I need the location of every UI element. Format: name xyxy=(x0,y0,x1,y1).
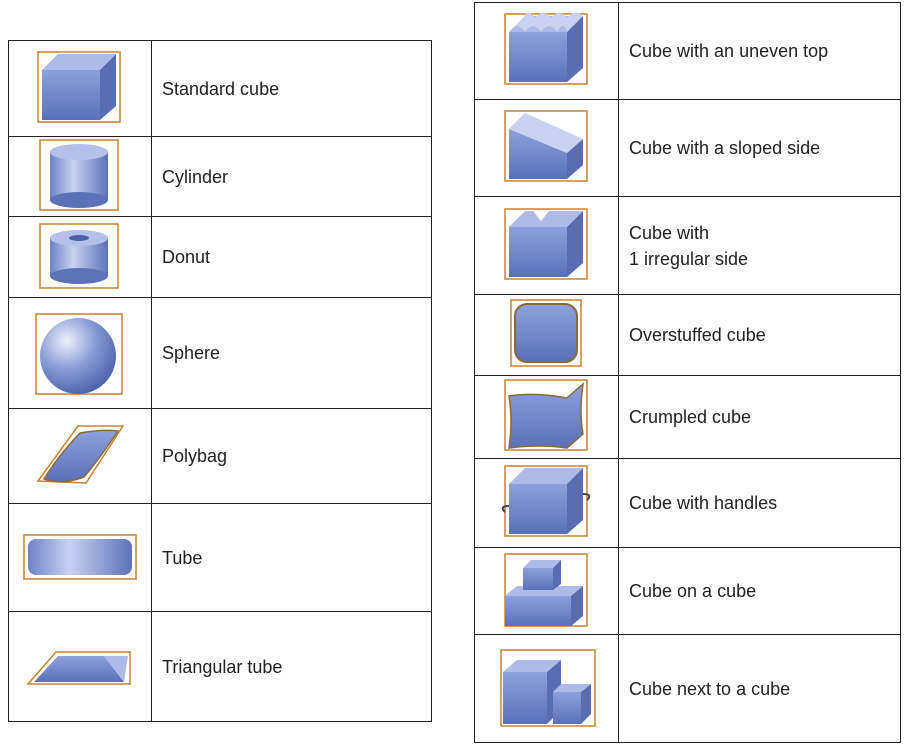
icon-cell xyxy=(8,216,152,298)
label-line: Cube with xyxy=(629,222,710,243)
row-label: Cube with 1 irregular side xyxy=(629,220,748,272)
label-cell: Standard cube xyxy=(151,40,432,137)
icon-cell xyxy=(474,547,619,635)
shape-icon xyxy=(39,138,119,211)
row-label: Cube with a sloped side xyxy=(629,138,821,158)
row-label: Overstuffed cube xyxy=(629,325,766,345)
row-label: Cube with handles xyxy=(629,493,778,513)
shape-icon xyxy=(39,223,119,289)
icon-cell xyxy=(474,99,619,197)
row-label: Cube with an uneven top xyxy=(629,41,829,61)
label-cell: Crumpled cube xyxy=(618,375,901,459)
shape-icon xyxy=(23,533,137,580)
label-cell: Cube next to a cube xyxy=(618,634,901,743)
shape-icon xyxy=(26,650,131,685)
shape-icon xyxy=(35,313,123,395)
row-label: Donut xyxy=(162,247,211,267)
icon-cell xyxy=(474,2,619,100)
label-cell: Polybag xyxy=(151,408,432,504)
icon-cell xyxy=(474,294,619,376)
icon-cell xyxy=(474,375,619,459)
shape-icon xyxy=(509,299,582,367)
label-cell: Triangular tube xyxy=(151,611,432,722)
icon-cell xyxy=(8,136,152,217)
label-cell: Overstuffed cube xyxy=(618,294,901,376)
row-label: Standard cube xyxy=(162,78,280,99)
icon-cell xyxy=(474,458,619,548)
row-label: Sphere xyxy=(162,343,221,363)
label-cell: Cylinder xyxy=(151,136,432,217)
row-label: Polybag xyxy=(162,446,228,466)
shape-icon xyxy=(503,110,588,182)
label-cell: Tube xyxy=(151,503,432,612)
icon-cell xyxy=(474,634,619,743)
shape-icon xyxy=(499,648,596,727)
label-cell: Sphere xyxy=(151,297,432,409)
shape-icon xyxy=(503,379,588,451)
icon-cell xyxy=(8,297,152,409)
shape-icon xyxy=(503,12,588,85)
row-label: Cube next to a cube xyxy=(629,678,791,699)
label-cell: Cube with 1 irregular side xyxy=(618,196,901,295)
row-label: Cube on a cube xyxy=(629,581,757,601)
icon-cell xyxy=(474,196,619,295)
label-cell: Cube on a cube xyxy=(618,547,901,635)
icon-cell xyxy=(8,408,152,504)
row-label: Tube xyxy=(162,547,203,568)
shape-icon xyxy=(503,207,588,280)
label-cell: Donut xyxy=(151,216,432,298)
shape-icon xyxy=(37,50,121,123)
label-cell: Cube with a sloped side xyxy=(618,99,901,197)
shape-icon xyxy=(503,553,588,627)
icon-cell xyxy=(8,611,152,722)
label-cell: Cube with an uneven top xyxy=(618,2,901,100)
shape-icon xyxy=(36,425,125,484)
icon-cell xyxy=(8,503,152,612)
row-label: Cylinder xyxy=(162,166,229,187)
label-line: 1 irregular side xyxy=(629,248,749,269)
label-cell: Cube with handles xyxy=(618,458,901,548)
shape-icon xyxy=(501,465,590,537)
icon-cell xyxy=(8,40,152,137)
row-label: Triangular tube xyxy=(162,656,283,677)
row-label: Crumpled cube xyxy=(629,407,752,427)
